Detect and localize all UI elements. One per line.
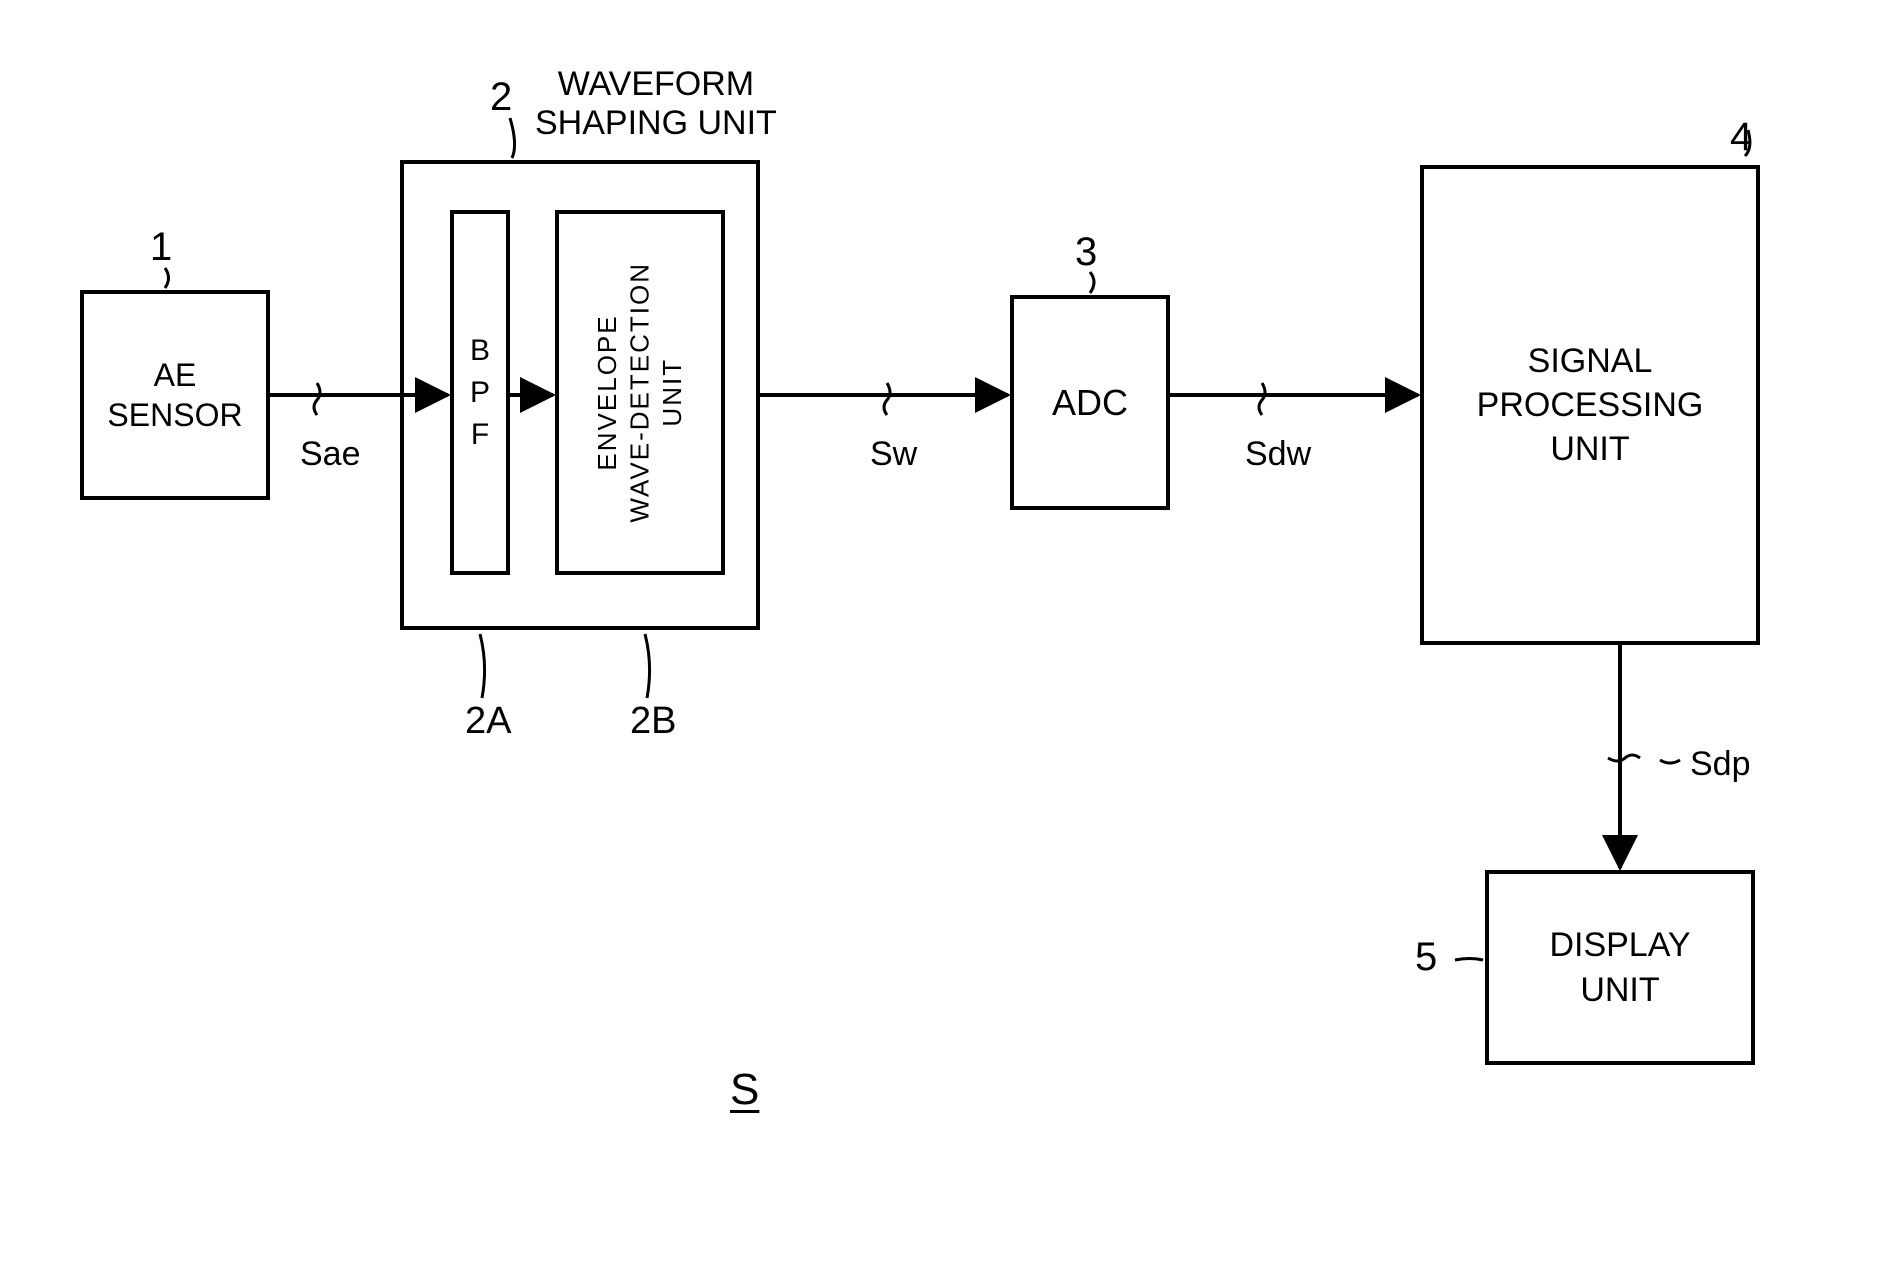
ref-5: 5 (1415, 935, 1437, 980)
tick-sdp (1608, 755, 1640, 761)
block-envelope-label: ENVELOPE WAVE-DETECTION UNIT (591, 262, 689, 523)
tick-sdw (1259, 383, 1265, 415)
ref-2a: 2A (465, 700, 511, 743)
leader-3 (1090, 272, 1094, 293)
ref-2b: 2B (630, 700, 676, 743)
signal-sdp: Sdp (1690, 745, 1751, 784)
leader-1 (165, 268, 169, 288)
leader-sdp (1660, 760, 1680, 763)
block-envelope: ENVELOPE WAVE-DETECTION UNIT (555, 210, 725, 575)
ref-1: 1 (150, 225, 172, 270)
block-adc: ADC (1010, 295, 1170, 510)
leader-2a (480, 634, 485, 698)
block-adc-label: ADC (1052, 382, 1128, 424)
tick-sae (314, 383, 320, 415)
block-bpf-label: B P F (470, 330, 490, 456)
signal-sw: Sw (870, 435, 917, 474)
ref-2: 2 (490, 75, 512, 120)
title-waveform-shaping: WAVEFORM SHAPING UNIT (535, 65, 777, 143)
block-bpf: B P F (450, 210, 510, 575)
leader-2 (510, 118, 515, 158)
leader-2b (645, 634, 650, 698)
block-signal-processing: SIGNAL PROCESSING UNIT (1420, 165, 1760, 645)
system-label: S (730, 1065, 759, 1115)
signal-sae: Sae (300, 435, 361, 474)
ref-4: 4 (1730, 115, 1752, 160)
leader-5 (1455, 959, 1483, 961)
block-ae-sensor-label: AE SENSOR (107, 355, 242, 435)
ref-3: 3 (1075, 230, 1097, 275)
block-signal-processing-label: SIGNAL PROCESSING UNIT (1477, 339, 1704, 472)
signal-sdw: Sdw (1245, 435, 1311, 474)
block-display-label: DISPLAY UNIT (1549, 923, 1690, 1011)
block-display: DISPLAY UNIT (1485, 870, 1755, 1065)
tick-sw (884, 383, 890, 415)
block-ae-sensor: AE SENSOR (80, 290, 270, 500)
